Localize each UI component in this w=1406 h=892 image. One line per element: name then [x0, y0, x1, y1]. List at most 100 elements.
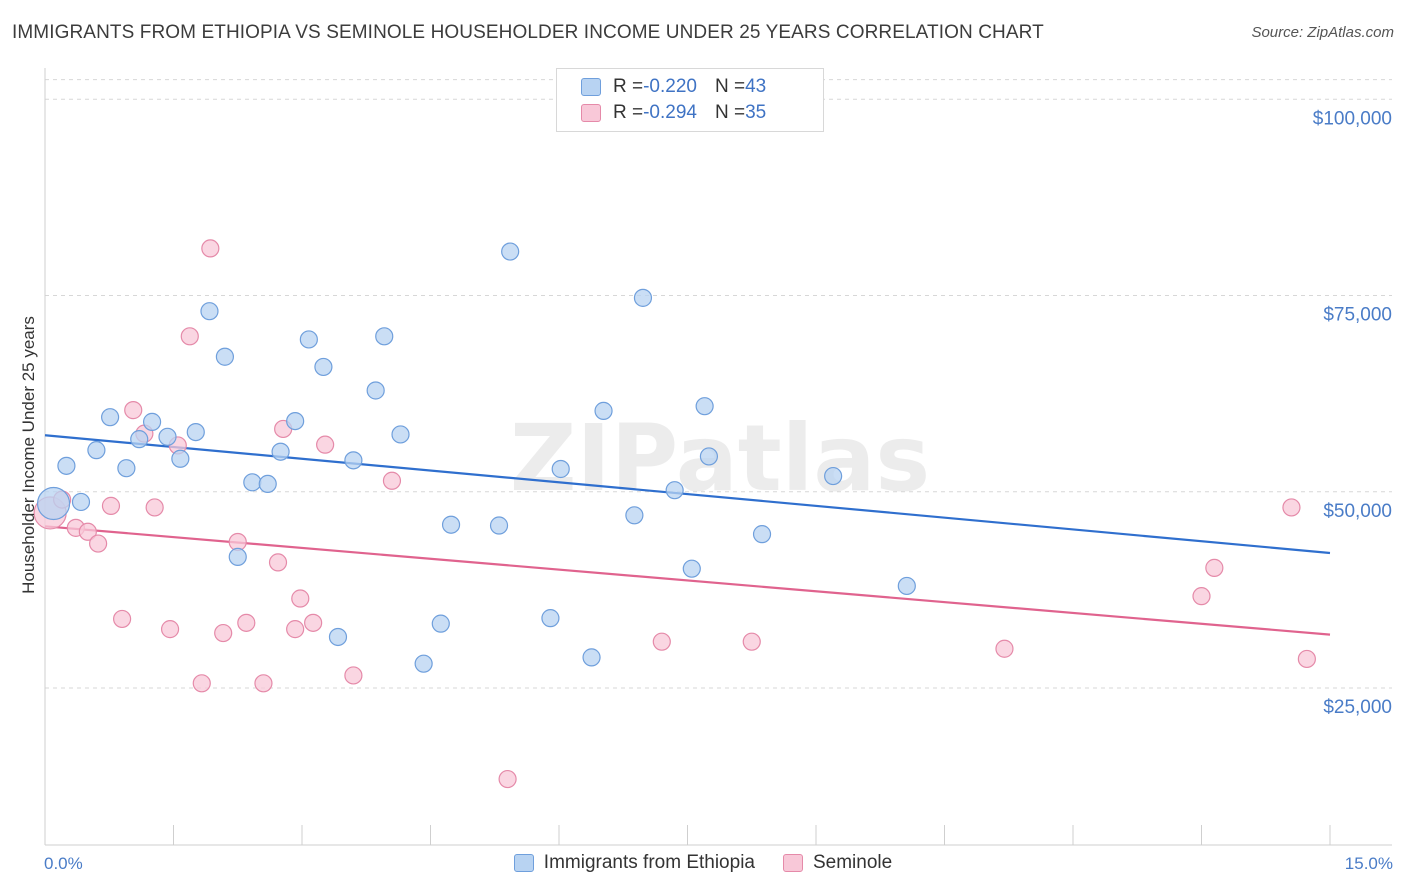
- ethiopia-point: [228, 547, 247, 567]
- ethiopia-point: [582, 648, 601, 667]
- series-legend-seminole: Seminole: [782, 852, 893, 874]
- ethiopia-point: [897, 576, 916, 596]
- ethiopia-point: [375, 327, 394, 346]
- ethiopia-point: [344, 451, 363, 470]
- ethiopia-point: [200, 302, 219, 321]
- seminole-point: [652, 632, 671, 651]
- ethiopia-point: [101, 408, 120, 427]
- y-tick-label: $25,000: [1323, 697, 1392, 718]
- chart-title: IMMIGRANTS FROM ETHIOPIA VS SEMINOLE HOU…: [12, 22, 1044, 43]
- seminole-point: [344, 666, 363, 685]
- seminole-point: [995, 639, 1014, 658]
- seminole-point: [89, 534, 108, 553]
- ethiopia-point: [130, 430, 149, 449]
- seminole-point: [286, 620, 305, 639]
- ethiopia-point: [391, 425, 410, 444]
- correlation-legend: R = -0.220 N = 43 R = -0.294 N = 35: [556, 68, 824, 132]
- data-points: [33, 239, 1316, 789]
- seminole-point: [268, 553, 288, 572]
- y-tick-label: $75,000: [1323, 305, 1392, 326]
- seminole-point: [742, 632, 761, 651]
- legend-row-ethiopia: R = -0.220 N = 43: [581, 75, 766, 99]
- seminole-point: [382, 471, 402, 490]
- ethiopia-point: [158, 427, 177, 446]
- ethiopia-point: [752, 525, 772, 544]
- ethiopia-point: [441, 515, 461, 534]
- watermark: ZIPatlas: [510, 405, 930, 512]
- ethiopia-point: [171, 449, 190, 468]
- legend-r-value: -0.294: [643, 102, 697, 123]
- seminole-point: [192, 674, 211, 693]
- seminole-point: [1192, 587, 1211, 606]
- ethiopia-point: [541, 609, 560, 628]
- ethiopia-point: [142, 412, 162, 431]
- seminole-point: [498, 769, 517, 789]
- ethiopia-point: [699, 447, 719, 466]
- ethiopia-trend-line: [44, 434, 1331, 555]
- ethiopia-point: [299, 330, 318, 349]
- ethiopia-point: [186, 422, 205, 442]
- series-legend-ethiopia: Immigrants from Ethiopia: [513, 852, 755, 874]
- legend-n-value: 43: [745, 76, 767, 97]
- series-legend-label: Seminole: [812, 852, 893, 873]
- series-legend-label: Immigrants from Ethiopia: [543, 852, 755, 873]
- legend-n-label: N =: [714, 102, 746, 123]
- ethiopia-point: [633, 288, 653, 307]
- seminole-point: [237, 613, 256, 632]
- legend-row-seminole: R = -0.294 N = 35: [581, 101, 766, 125]
- ethiopia-point: [314, 357, 333, 377]
- seminole-point: [201, 239, 220, 258]
- legend-n-value: 35: [745, 102, 767, 123]
- series-swatch-seminole: [782, 854, 803, 872]
- ethiopia-point: [271, 442, 290, 461]
- legend-n-label: N =: [714, 76, 746, 97]
- ethiopia-point: [243, 473, 262, 492]
- series-legend: Immigrants from Ethiopia Seminole: [0, 852, 1406, 874]
- y-tick-label: $100,000: [1313, 108, 1392, 129]
- ethiopia-point: [258, 474, 277, 493]
- seminole-point: [304, 613, 323, 632]
- x-tick-label: 0.0%: [44, 854, 83, 873]
- ethiopia-point: [551, 459, 570, 479]
- seminole-point: [254, 674, 273, 693]
- trend-lines: [44, 434, 1331, 636]
- y-axis-label: Householder Income Under 25 years: [19, 316, 38, 594]
- tick-labels: $25,000 $50,000 $75,000 $100,000 0.0% 15.0%: [44, 108, 1393, 873]
- seminole-point: [291, 589, 310, 608]
- seminole-point: [101, 496, 121, 515]
- ethiopia-point: [695, 397, 714, 416]
- seminole-trend-line: [44, 525, 1331, 636]
- ethiopia-point: [489, 516, 509, 535]
- ethiopia-point: [594, 401, 613, 420]
- legend-r-value: -0.220: [643, 76, 697, 97]
- seminole-point: [316, 435, 335, 454]
- ethiopia-point: [366, 381, 385, 400]
- series-swatch-ethiopia: [513, 854, 534, 872]
- seminole-point: [1205, 558, 1224, 577]
- ethiopia-point: [117, 459, 136, 478]
- ethiopia-point: [625, 506, 644, 525]
- ethiopia-point: [414, 654, 433, 673]
- grid-lines: [45, 79, 1392, 689]
- legend-r-label: R =: [613, 76, 644, 97]
- seminole-point: [214, 623, 233, 643]
- legend-r-label: R =: [613, 102, 644, 123]
- ethiopia-point: [824, 466, 843, 486]
- y-tick-label: $50,000: [1323, 501, 1392, 522]
- seminole-point: [160, 620, 180, 639]
- legend-swatch-seminole: [581, 104, 601, 122]
- seminole-point: [124, 401, 143, 420]
- ethiopia-point: [57, 456, 76, 475]
- ethiopia-point: [328, 627, 348, 647]
- source-credit: Source: ZipAtlas.com: [1251, 24, 1394, 41]
- ethiopia-point: [71, 492, 91, 512]
- seminole-point: [1282, 498, 1301, 517]
- seminole-point: [112, 609, 132, 629]
- ethiopia-point: [36, 486, 71, 521]
- seminole-point: [145, 498, 164, 517]
- ethiopia-point: [286, 412, 305, 431]
- seminole-point: [1297, 649, 1316, 669]
- seminole-point: [180, 327, 199, 346]
- ethiopia-point: [682, 559, 701, 578]
